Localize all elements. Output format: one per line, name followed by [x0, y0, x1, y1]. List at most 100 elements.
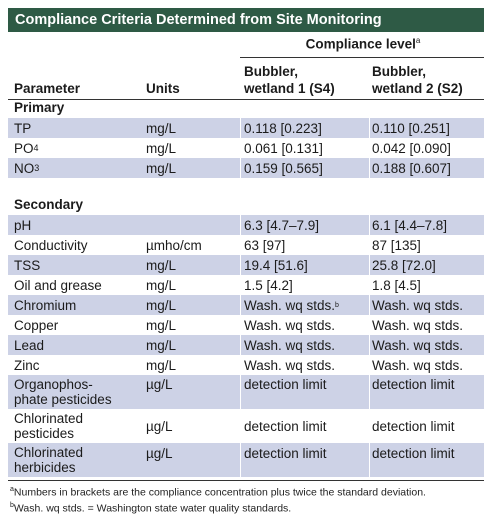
footnote-a: aNumbers in brackets are the compliance … [10, 486, 426, 499]
cell-s2: 87 [135] [372, 237, 421, 253]
cell-parameter: Copper [14, 317, 59, 333]
column-divider [240, 335, 241, 355]
cell-s4: 63 [97] [244, 237, 286, 253]
cell-s2: detection limit [372, 418, 455, 434]
column-divider [369, 158, 370, 178]
cell-units: µg/L [146, 446, 173, 461]
header-divider [240, 57, 484, 58]
cell-s4: Wash. wq stds. [244, 357, 336, 373]
column-divider [240, 215, 241, 235]
cell-s4: detection limit [244, 418, 327, 434]
cell-parameter: Chromium [14, 297, 77, 313]
section-label-primary: Primary [14, 100, 65, 115]
table-row: Lead mg/L Wash. wq stds. Wash. wq stds. [8, 335, 484, 355]
column-divider [369, 443, 370, 477]
table-row: Conductivity µmho/cm 63 [97] 87 [135] [8, 235, 484, 255]
cell-units: mg/L [146, 317, 177, 333]
cell-s4: detection limit [244, 446, 327, 461]
compliance-level-header: Compliance levela [305, 36, 421, 52]
table-row: TP mg/L 0.118 [0.223] 0.110 [0.251] [8, 118, 484, 138]
table-row: pH 6.3 [4.7–7.9] 6.1 [4.4–7.8] [8, 215, 484, 235]
cell-units [146, 215, 242, 235]
table-row: Zinc mg/L Wash. wq stds. Wash. wq stds. [8, 355, 484, 375]
cell-units: µg/L [146, 377, 173, 392]
footnote-mark-b: b [335, 301, 339, 309]
cell-units: µmho/cm [146, 237, 202, 253]
table-row: NO 3 mg/L 0.159 [0.565] 0.188 [0.607] [8, 158, 484, 178]
column-header-s4-line1: Bubbler, [244, 64, 299, 79]
cell-s2: 0.042 [0.090] [372, 140, 451, 156]
column-divider [240, 443, 241, 477]
table-bottom-rule [8, 480, 484, 481]
cell-s4: 19.4 [51.6] [244, 257, 308, 273]
cell-s4: detection limit [244, 377, 327, 392]
cell-parameter: PO 4 [14, 140, 39, 156]
table-row: TSS mg/L 19.4 [51.6] 25.8 [72.0] [8, 255, 484, 275]
column-divider [240, 158, 241, 178]
cell-parameter: NO 3 [14, 160, 40, 176]
cell-s2: Wash. wq stds. [372, 297, 464, 313]
cell-parameter: Lead [14, 337, 45, 353]
cell-s2: 0.188 [0.607] [372, 160, 451, 176]
table-row: Oil and grease mg/L 1.5 [4.2] 1.8 [4.5] [8, 275, 484, 295]
cell-units: mg/L [146, 160, 177, 176]
cell-s2: 6.1 [4.4–7.8] [372, 217, 448, 233]
table-title: Compliance Criteria Determined from Site… [8, 8, 484, 32]
cell-s4: Wash. wq stds. b [244, 297, 339, 313]
column-divider [369, 335, 370, 355]
table-row: PO 4 mg/L 0.061 [0.131] 0.042 [0.090] [8, 138, 484, 158]
column-divider [369, 375, 370, 409]
cell-s2: detection limit [372, 446, 455, 461]
cell-s4: 0.159 [0.565] [244, 160, 323, 176]
cell-s2: 25.8 [72.0] [372, 257, 436, 273]
cell-s4: 0.061 [0.131] [244, 140, 323, 156]
cell-s4: Wash. wq stds. [244, 317, 336, 333]
cell-s2: Wash. wq stds. [372, 317, 464, 333]
cell-parameter: Oil and grease [14, 277, 102, 293]
column-divider [240, 375, 241, 409]
column-divider [369, 255, 370, 275]
column-header-s2: Bubbler, wetland 2 (S2) [372, 63, 463, 97]
cell-units: µg/L [146, 418, 173, 434]
table-row: Chlorinated herbicides µg/L detection lim… [8, 443, 484, 477]
cell-s2: 0.110 [0.251] [372, 120, 450, 136]
footnote-mark-a: a [415, 36, 421, 45]
cell-parameter: Conductivity [14, 237, 88, 253]
cell-units: mg/L [146, 140, 177, 156]
column-divider [369, 215, 370, 235]
column-header-s4: Bubbler, wetland 1 (S4) [244, 63, 335, 97]
cell-s2: Wash. wq stds. [372, 337, 464, 353]
column-header-parameter: Parameter [14, 81, 81, 96]
cell-units: mg/L [146, 357, 177, 373]
cell-parameter: Chlorinated herbicides [14, 445, 84, 475]
footnote-b: bWash. wq stds. = Washington state water… [10, 502, 292, 515]
cell-units: mg/L [146, 337, 177, 353]
column-divider [240, 255, 241, 275]
header-bottom-rule [8, 99, 484, 100]
table-row: Chromium mg/L Wash. wq stds. b Wash. wq s… [8, 295, 484, 315]
column-divider [240, 295, 241, 315]
cell-parameter: Chlorinated pesticides [14, 411, 84, 441]
column-divider [240, 118, 241, 138]
cell-parameter: pH [14, 217, 32, 233]
section-label-secondary: Secondary [14, 197, 84, 212]
cell-units: mg/L [146, 120, 177, 136]
column-divider [369, 295, 370, 315]
cell-s4: 0.118 [0.223] [244, 120, 322, 136]
cell-s2: 1.8 [4.5] [372, 277, 421, 293]
column-header-s2-line2: wetland 2 (S2) [372, 81, 463, 96]
cell-s2: detection limit [372, 377, 455, 392]
cell-parameter: TP [14, 120, 32, 136]
cell-s4: 1.5 [4.2] [244, 277, 293, 293]
column-divider [369, 118, 370, 138]
table-row: Copper mg/L Wash. wq stds. Wash. wq stds… [8, 315, 484, 335]
cell-s4: Wash. wq stds. [244, 337, 336, 353]
column-header-s2-line1: Bubbler, [372, 64, 427, 79]
cell-units: mg/L [146, 257, 177, 273]
table-row: Organophos-phate pesticides µg/L detecti… [8, 375, 484, 409]
cell-s4: 6.3 [4.7–7.9] [244, 217, 320, 233]
cell-parameter: TSS [14, 257, 41, 273]
cell-parameter: Zinc [14, 357, 40, 373]
column-header-units: Units [146, 81, 180, 96]
table-row: Chlorinated pesticides µg/L detection lim… [8, 409, 484, 443]
